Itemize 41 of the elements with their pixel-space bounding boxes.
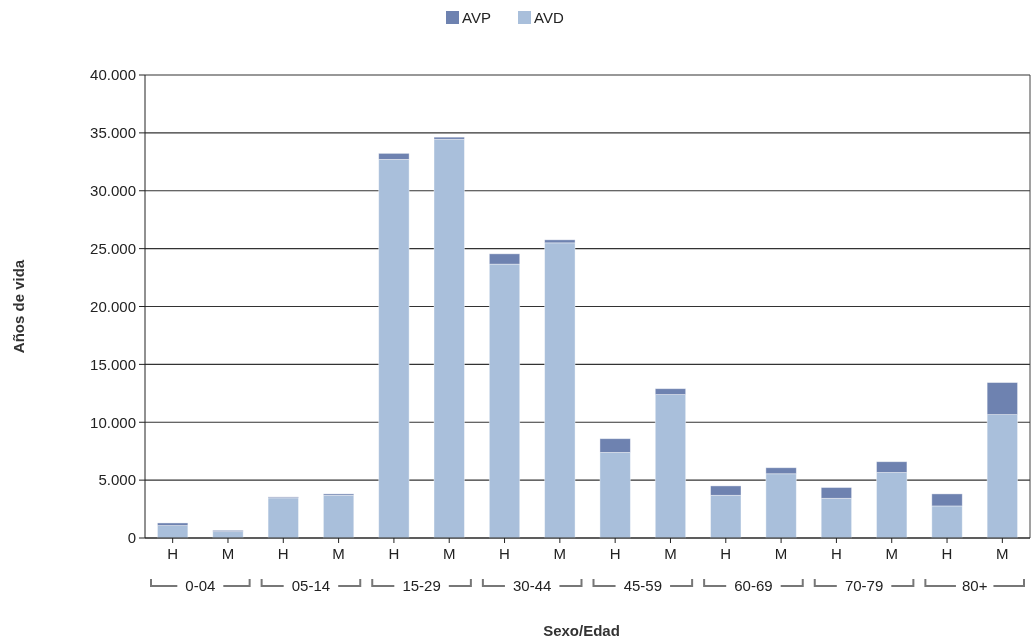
text: 80+ (961, 577, 988, 595)
text: 15-29 (402, 577, 441, 595)
x-tick-label: H (609, 545, 621, 562)
text: 0-04 (185, 577, 216, 595)
x-tick-label: H (277, 545, 289, 562)
text: 45-59 (623, 577, 662, 595)
legend-label: AVP (462, 9, 491, 26)
x-tick-label: H (720, 545, 732, 562)
bar (322, 494, 355, 539)
x-tick-label: M (996, 545, 1009, 562)
x-tick-label: M (885, 545, 898, 562)
y-tick-label: 40.000 (90, 66, 136, 84)
y-tick-label: 5.000 (98, 471, 136, 489)
x-tick-label: H (941, 545, 953, 562)
x-tick-label: M (442, 545, 456, 562)
y-axis-title: Años de vida (10, 259, 27, 354)
text: 70-79 (844, 577, 884, 595)
y-tick-label: 35.000 (90, 124, 136, 142)
x-tick-label: M (664, 545, 677, 562)
x-tick-label: H (499, 545, 510, 562)
text: 05-14 (291, 577, 331, 595)
x-axis-title: Sexo/Edad (543, 622, 620, 639)
x-tick-label: M (774, 545, 788, 562)
text: 30-44 (513, 577, 552, 595)
x-tick-label: H (388, 545, 400, 562)
y-tick-label: 15.000 (90, 355, 136, 373)
bar (267, 497, 299, 539)
y-tick-label: 20.000 (90, 297, 136, 315)
y-tick-label: 10.000 (90, 413, 136, 431)
y-tick-label: 0 (127, 529, 136, 547)
x-tick-label: H (830, 545, 842, 562)
x-tick-label: H (167, 545, 179, 562)
x-tick-label: M (553, 545, 567, 562)
bar (544, 242, 576, 539)
legend-label: AVD (534, 9, 564, 26)
text: 60-69 (734, 577, 773, 595)
y-tick-label: 25.000 (90, 239, 136, 257)
x-tick-label: M (221, 545, 235, 562)
y-tick-label: 30.000 (90, 182, 136, 199)
x-tick-label: M (332, 545, 345, 562)
bar (433, 138, 465, 539)
